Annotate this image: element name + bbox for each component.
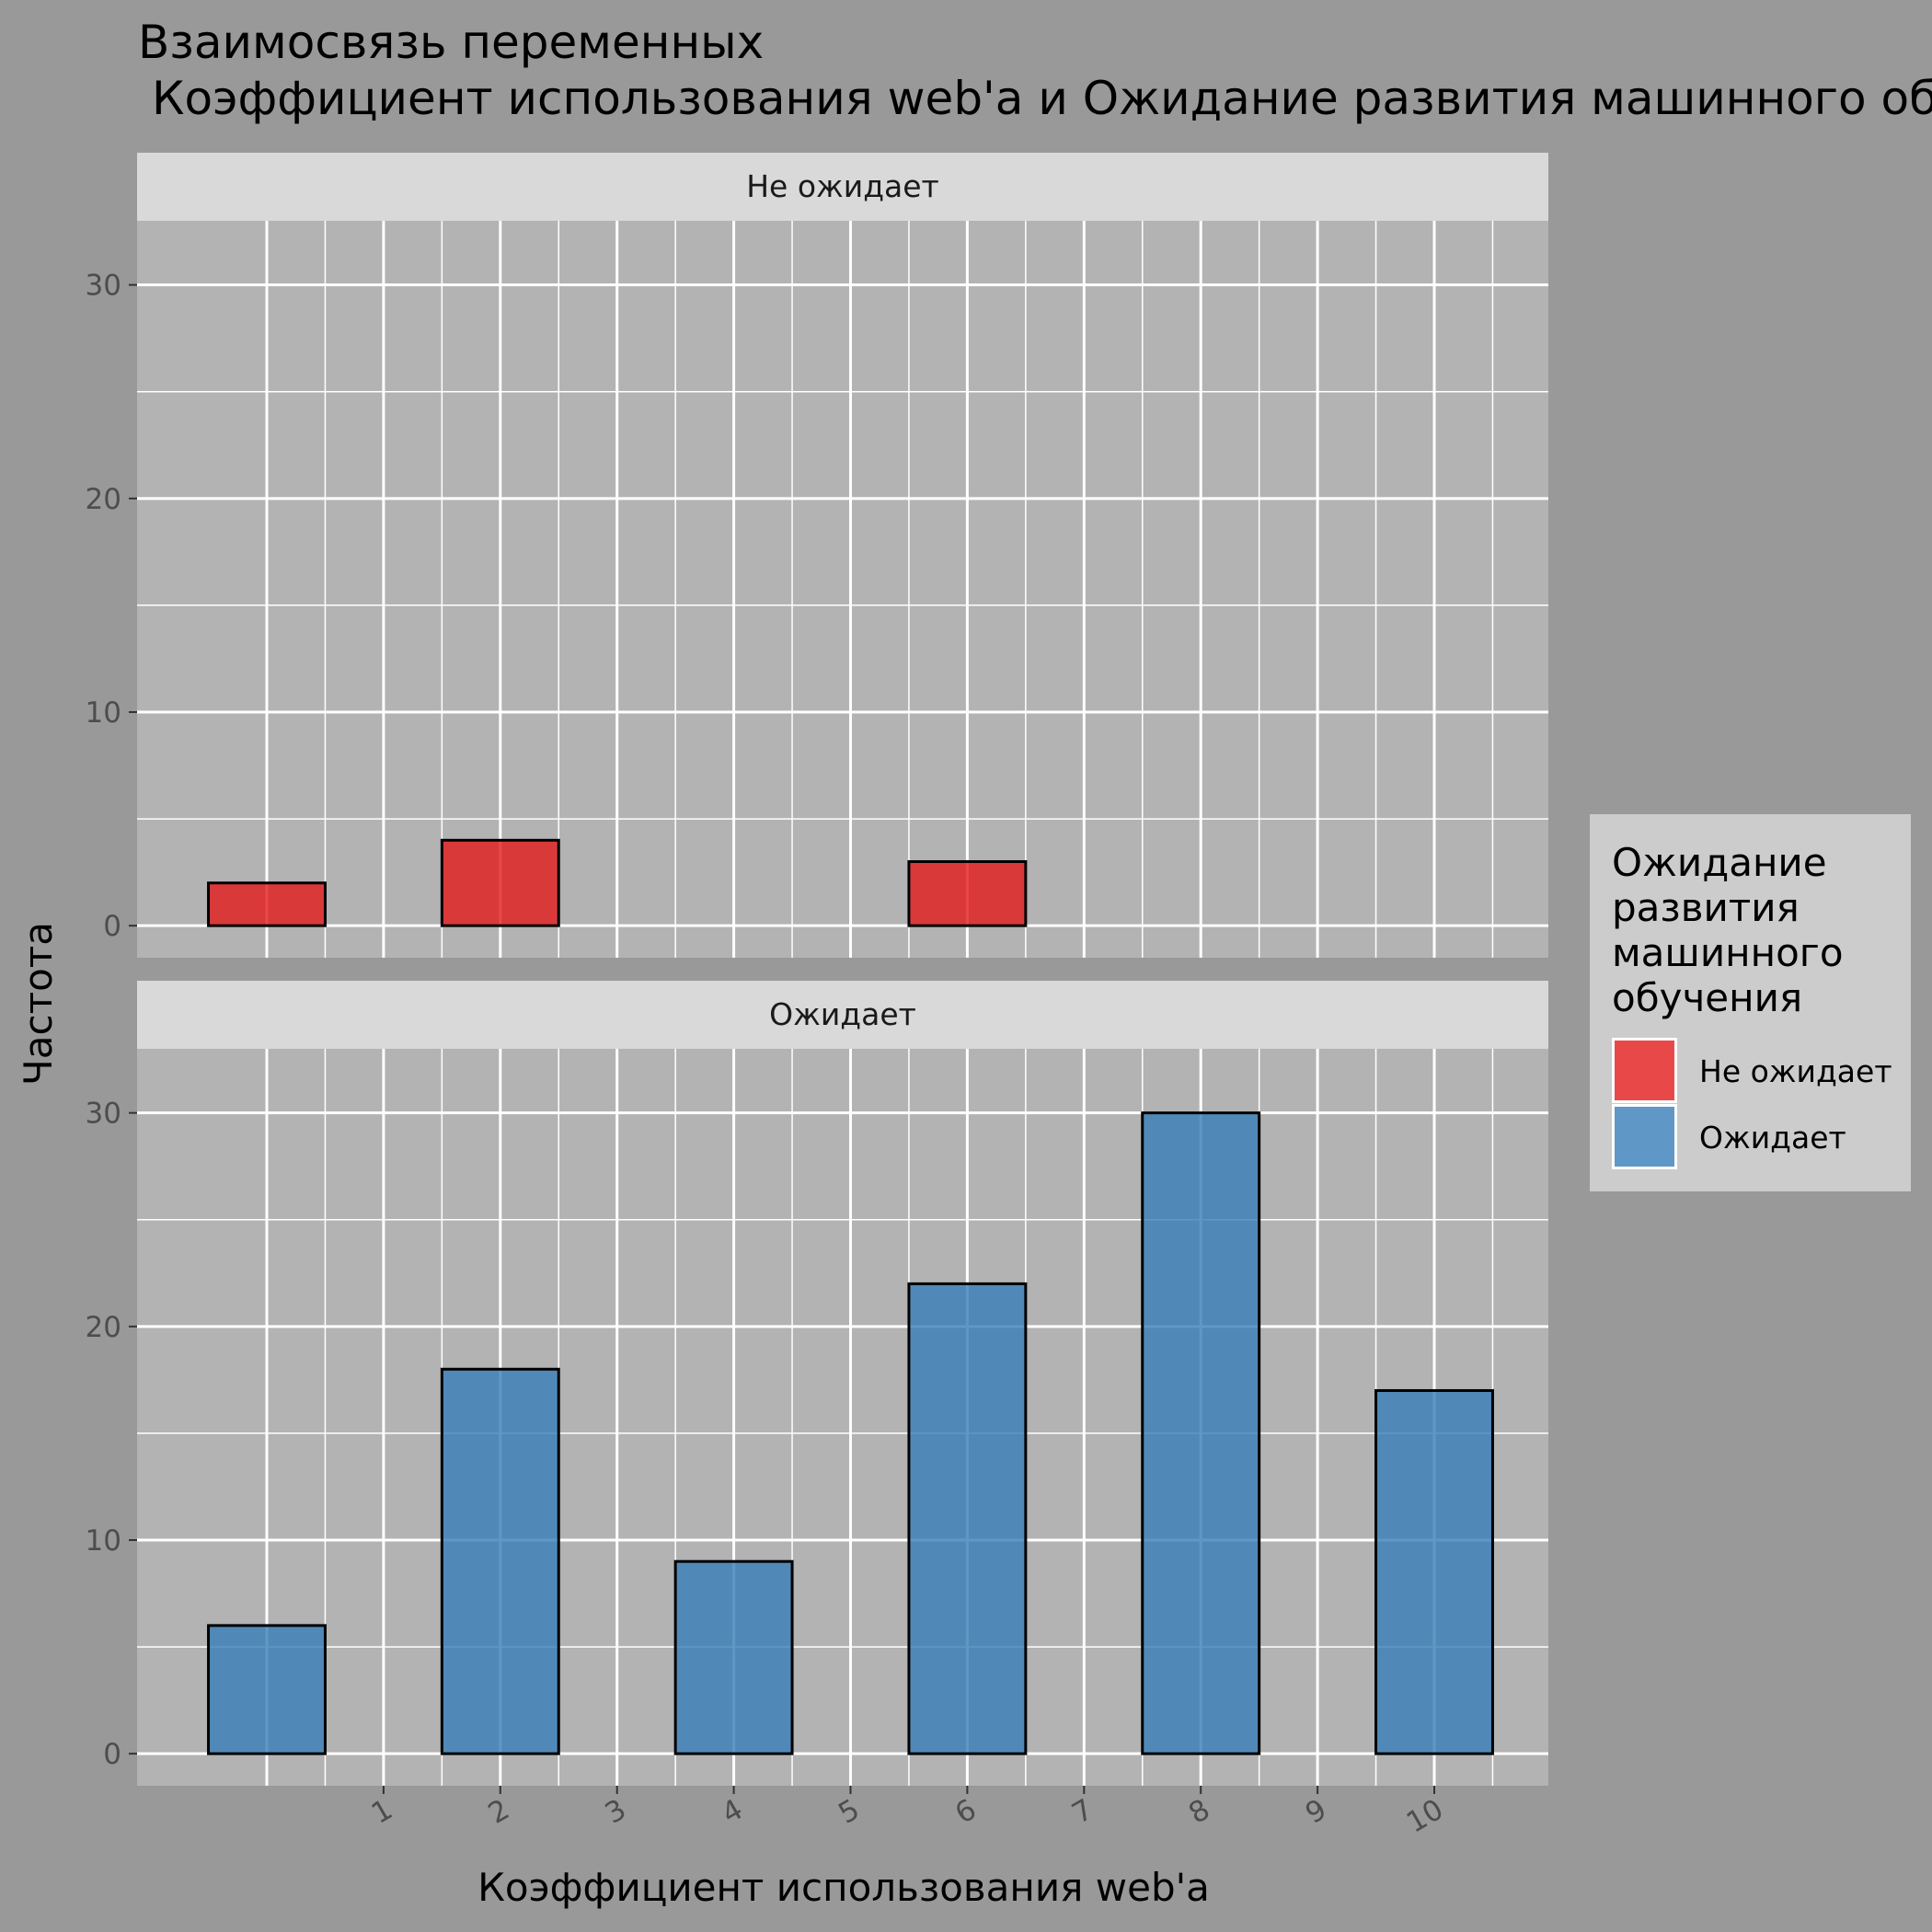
bar (1141, 1111, 1261, 1755)
legend-key (1615, 1107, 1674, 1167)
y-tick-label: 10 (86, 1524, 121, 1558)
y-tick-label: 20 (86, 483, 121, 516)
legend-key (1615, 1041, 1674, 1100)
chart-title: Взаимосвязь переменных (138, 16, 764, 69)
y-axis-title: Частота (16, 922, 61, 1086)
y-tick-label: 30 (86, 270, 121, 303)
facet-strip-label: Ожидает (769, 996, 916, 1032)
bar (907, 1282, 1028, 1755)
panel-background (137, 1049, 1548, 1786)
chart-subtitle: Коэффициент использования web'a и Ожидан… (152, 72, 1932, 125)
legend-item: Ожидает (1612, 1104, 1846, 1169)
legend-label: Не ожидает (1699, 1053, 1892, 1089)
legend-item: Не ожидает (1612, 1038, 1892, 1103)
legend-title: Ожидание (1612, 840, 1827, 885)
facet-panel: Не ожидает 0 10 20 30 (86, 153, 1548, 958)
bar (1374, 1388, 1494, 1755)
bar (673, 1559, 794, 1755)
legend-title: обучения (1612, 975, 1802, 1020)
facet-strip (137, 981, 1548, 1049)
bar (907, 860, 1028, 927)
x-axis-title: Коэффициент использования web'a (477, 1865, 1210, 1910)
y-tick-label: 0 (103, 910, 121, 943)
facet-strip-label: Не ожидает (746, 168, 939, 204)
bar (207, 1624, 327, 1755)
panel-background (137, 221, 1548, 958)
facet-strip (137, 153, 1548, 221)
bar (207, 881, 327, 927)
y-tick-label: 0 (103, 1738, 121, 1771)
facet-panel: Ожидает 0 10 20 30 (86, 981, 1548, 1786)
facet-panels: Не ожидает 0 10 20 30 Ожидает 0 10 20 30 (86, 153, 1548, 1786)
legend-label: Ожидает (1699, 1120, 1846, 1156)
bar (440, 1367, 560, 1755)
y-tick-label: 20 (86, 1311, 121, 1344)
y-tick-label: 30 (86, 1098, 121, 1131)
legend-title: машинного (1612, 930, 1844, 975)
legend-title: развития (1612, 885, 1800, 930)
y-tick-label: 10 (86, 696, 121, 730)
bar (440, 838, 560, 927)
